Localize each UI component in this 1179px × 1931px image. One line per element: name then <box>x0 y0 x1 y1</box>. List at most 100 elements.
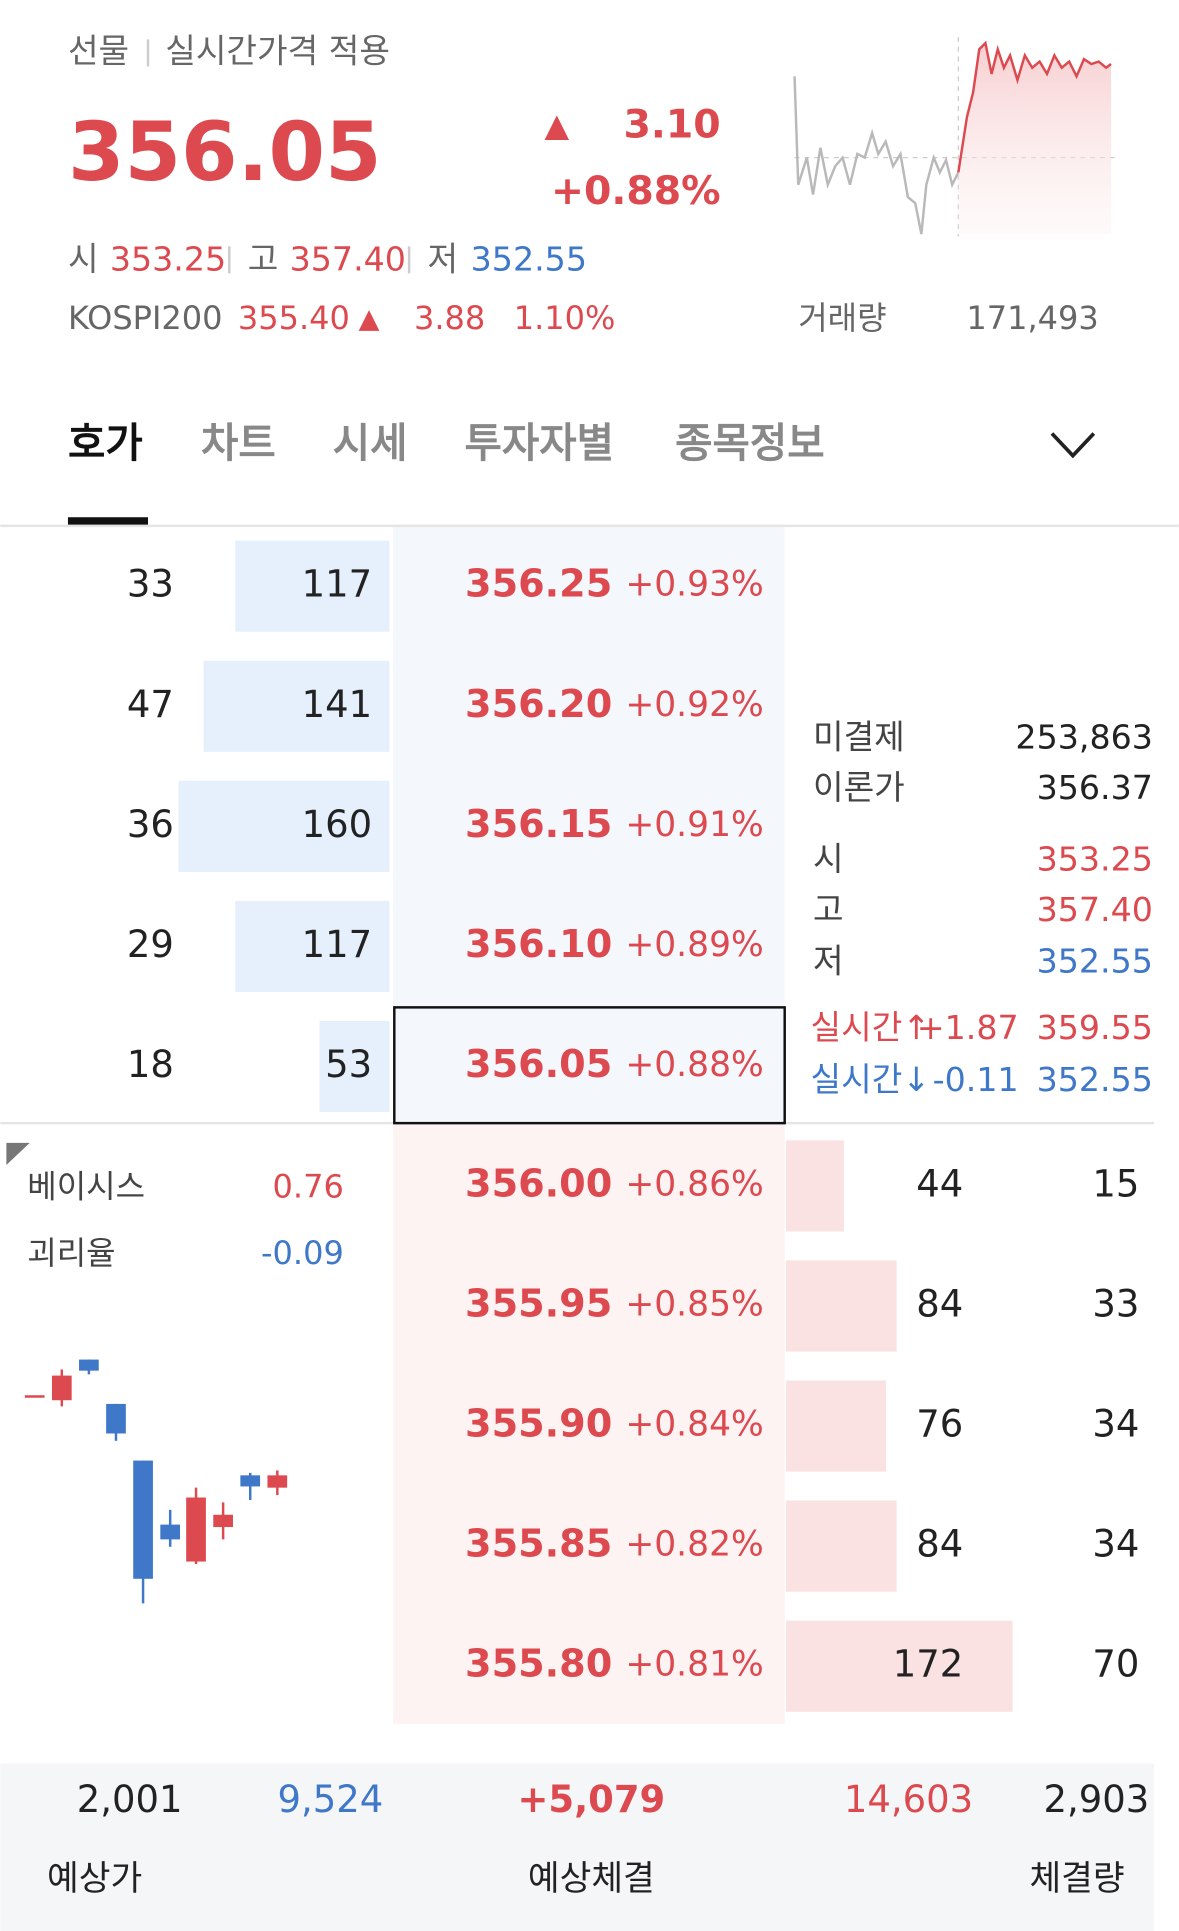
corner-marker <box>6 1142 30 1166</box>
bid-bar <box>785 1380 887 1472</box>
bid-quantity: 84 <box>916 1283 963 1326</box>
ask-quantity: 117 <box>302 563 373 606</box>
bid-change-pct: +0.85% <box>625 1285 763 1325</box>
ask-bar <box>178 780 390 872</box>
bid-change-pct: +0.81% <box>625 1645 763 1685</box>
ask-count: 18 <box>127 1043 174 1086</box>
info-label: 시 <box>813 839 844 878</box>
ask-bar <box>319 1020 390 1113</box>
bid-count: 34 <box>1092 1403 1139 1446</box>
expected-bid: 14,603 <box>844 1778 973 1821</box>
ask-price[interactable]: 356.05 <box>465 1043 612 1087</box>
bid-price[interactable]: 355.90 <box>465 1403 612 1447</box>
bid-change-pct: +0.84% <box>625 1405 763 1445</box>
summary-label: 체결량 <box>1029 1859 1124 1899</box>
index-arrow: ▲ <box>359 304 380 335</box>
bid-quantity: 44 <box>916 1162 963 1205</box>
ohl-value: 353.25 <box>110 240 226 279</box>
bid-price[interactable]: 355.85 <box>465 1523 612 1567</box>
tab[interactable]: 호가 <box>68 419 143 467</box>
ask-quantity: 141 <box>302 683 373 726</box>
ask-count: 47 <box>127 683 174 726</box>
ohl-value: 352.55 <box>471 240 587 279</box>
bid-quantity: 84 <box>916 1523 963 1566</box>
sparkline <box>793 36 1115 237</box>
summary-label: 예상가 <box>47 1859 142 1899</box>
tab[interactable]: 시세 <box>333 419 408 467</box>
index-change: 3.88 <box>414 299 485 337</box>
realtime-change: -0.11 <box>933 1060 1019 1099</box>
ask-change-pct: +0.91% <box>625 805 763 845</box>
ask-bar <box>203 660 390 752</box>
current-price: 356.05 <box>68 106 382 200</box>
mini-candles <box>24 1359 288 1604</box>
info-value: 353.25 <box>1037 839 1153 878</box>
realtime-label: 실시간↓ <box>811 1060 931 1099</box>
info-value: 253,863 <box>1015 717 1153 756</box>
ask-change-pct: +0.93% <box>625 565 763 605</box>
change-arrow: ▲ <box>545 106 570 144</box>
market: 선물 <box>68 31 129 70</box>
ask-count: 29 <box>127 923 174 966</box>
tabs-expand[interactable] <box>1050 432 1096 459</box>
bid-bar <box>785 1260 897 1352</box>
ask-change-pct: +0.92% <box>625 685 763 725</box>
expected-ask: 9,524 <box>277 1778 383 1821</box>
ask-column-bg <box>393 527 785 1124</box>
info-value: 356.37 <box>1037 768 1153 807</box>
ask-quantity: 160 <box>302 803 373 846</box>
basis-label: 베이시스 <box>27 1167 145 1205</box>
ask-price[interactable]: 356.10 <box>465 923 612 967</box>
info-label: 저 <box>813 942 844 981</box>
bid-count: 15 <box>1092 1162 1139 1205</box>
bid-count: 70 <box>1092 1643 1139 1686</box>
info-label: 고 <box>813 890 844 929</box>
ask-quantity: 53 <box>325 1043 372 1086</box>
ask-count: 36 <box>127 803 174 846</box>
bid-change-pct: +0.82% <box>625 1525 763 1565</box>
bid-bar <box>785 1500 897 1592</box>
bid-column-bg <box>393 1123 785 1725</box>
ask-change-pct: +0.89% <box>625 925 763 965</box>
basis-value: -0.09 <box>261 1234 344 1272</box>
ask-change-pct: +0.88% <box>625 1045 763 1085</box>
ask-price[interactable]: 356.25 <box>465 563 612 607</box>
realtime-value: 359.55 <box>1037 1008 1153 1047</box>
realtime-change: +1.87 <box>917 1008 1019 1047</box>
ask-bar <box>235 540 390 632</box>
bid-bar <box>785 1140 844 1232</box>
bid-bar <box>785 1620 1013 1712</box>
summary-label: 예상체결 <box>528 1859 655 1899</box>
bid-price[interactable]: 356.00 <box>465 1162 612 1206</box>
basis-value: 0.76 <box>273 1167 344 1205</box>
tab[interactable]: 투자자별 <box>465 419 615 467</box>
volume-value: 171,493 <box>966 299 1098 337</box>
trade-volume: 2,903 <box>1043 1778 1149 1821</box>
bid-change-pct: +0.86% <box>625 1164 763 1204</box>
basis-label: 괴리율 <box>27 1234 115 1272</box>
ask-quantity: 117 <box>302 923 373 966</box>
bid-price[interactable]: 355.95 <box>465 1283 612 1327</box>
bid-price[interactable]: 355.80 <box>465 1643 612 1687</box>
realtime-value: 352.55 <box>1037 1060 1153 1099</box>
current-price-box <box>393 1006 786 1125</box>
ask-price[interactable]: 356.20 <box>465 683 612 727</box>
expected-net: +5,079 <box>517 1778 665 1821</box>
summary-bg <box>0 1763 1155 1931</box>
index-price: 355.40 <box>238 299 350 337</box>
ask-price[interactable]: 356.15 <box>465 803 612 847</box>
tab-underline <box>67 517 149 525</box>
index-name: KOSPI200 <box>68 299 223 337</box>
ask-bar <box>235 900 390 992</box>
index-change-pct: 1.10% <box>514 299 616 337</box>
tab[interactable]: 차트 <box>201 419 276 467</box>
ohl-label: 고 <box>248 240 279 279</box>
tab[interactable]: 종목정보 <box>675 419 825 467</box>
mode: 실시간가격 적용 <box>165 31 390 70</box>
info-value: 357.40 <box>1037 890 1153 929</box>
ohl-label: 시 <box>68 240 99 279</box>
realtime-label: 실시간↑ <box>811 1008 931 1047</box>
bid-quantity: 76 <box>916 1403 963 1446</box>
